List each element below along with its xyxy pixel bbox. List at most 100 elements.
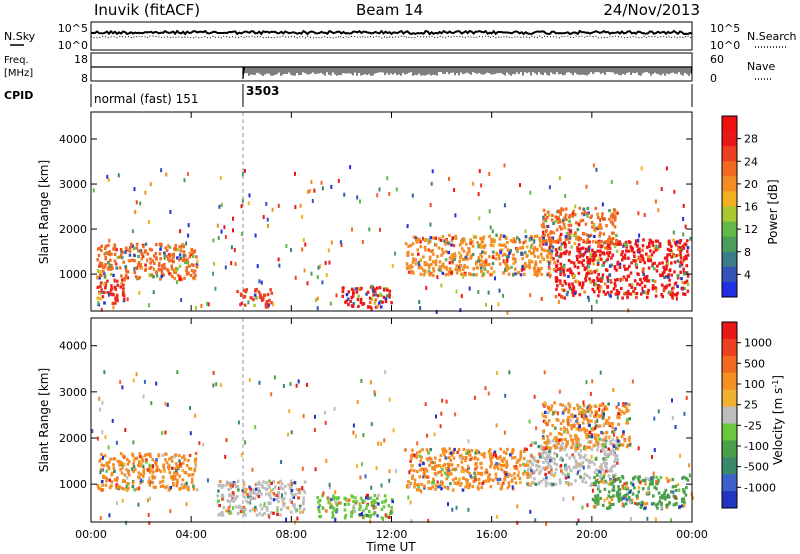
data-cell — [635, 494, 638, 498]
data-cell — [186, 485, 190, 489]
data-cell — [583, 290, 586, 294]
data-cell — [596, 276, 599, 280]
scatter-cell — [99, 516, 102, 521]
data-cell — [162, 475, 165, 479]
data-cell — [648, 238, 652, 242]
data-cell — [170, 267, 174, 271]
data-cell — [685, 271, 689, 275]
data-cell — [577, 464, 581, 468]
scatter-cell — [530, 244, 533, 249]
colorbar-tick-label: 500 — [744, 357, 765, 370]
data-cell — [582, 426, 586, 431]
data-cell — [134, 275, 138, 279]
data-cell — [173, 471, 176, 475]
data-cell — [597, 284, 600, 288]
data-cell — [529, 475, 533, 479]
data-cell — [164, 246, 168, 250]
data-cell — [583, 430, 587, 434]
data-cell — [653, 261, 656, 265]
scatter-cell — [619, 277, 622, 282]
data-cell — [145, 453, 148, 457]
data-cell — [149, 468, 152, 472]
scatter-cell — [187, 233, 190, 238]
data-cell — [467, 246, 470, 251]
data-cell — [597, 225, 600, 229]
data-cell — [104, 283, 108, 287]
data-cell — [587, 418, 590, 423]
data-cell — [424, 468, 427, 472]
x-tick-label: 04:00 — [175, 528, 207, 541]
scatter-cell — [506, 258, 509, 263]
data-cell — [134, 456, 137, 461]
data-cell — [452, 456, 456, 460]
data-cell — [427, 241, 430, 245]
data-cell — [519, 455, 522, 459]
scatter-cell — [394, 251, 397, 256]
data-cell — [390, 498, 394, 502]
data-cell — [530, 481, 534, 485]
data-cell — [158, 252, 162, 256]
data-cell — [148, 247, 152, 251]
data-cell — [604, 268, 608, 272]
data-cell — [490, 461, 493, 465]
data-cell — [620, 286, 623, 291]
data-cell — [552, 240, 556, 244]
scatter-cell — [290, 247, 292, 252]
date-title: 24/Nov/2013 — [603, 1, 700, 19]
scatter-cell — [102, 455, 104, 460]
data-cell — [509, 238, 513, 243]
data-cell — [443, 485, 447, 489]
data-cell — [189, 467, 193, 471]
data-cell — [648, 482, 652, 486]
data-cell — [120, 281, 123, 286]
data-cell — [345, 499, 348, 503]
data-cell — [480, 485, 483, 490]
data-cell — [682, 504, 686, 508]
data-cell — [578, 251, 581, 255]
data-cell — [424, 248, 427, 252]
data-cell — [425, 262, 429, 266]
data-cell — [366, 290, 370, 294]
data-cell — [548, 482, 552, 486]
data-cell — [331, 505, 335, 509]
data-cell — [452, 244, 456, 248]
scatter-cell — [576, 443, 579, 448]
scatter-cell — [148, 220, 150, 224]
data-cell — [99, 281, 103, 285]
data-cell — [668, 478, 671, 482]
data-cell — [180, 483, 183, 487]
data-cell — [341, 294, 344, 298]
data-cell — [488, 455, 492, 459]
data-cell — [493, 463, 497, 467]
data-cell — [565, 427, 569, 432]
data-cell — [423, 475, 427, 479]
data-cell — [178, 487, 182, 491]
data-cell — [577, 271, 581, 275]
data-cell — [542, 436, 545, 440]
data-cell — [591, 240, 595, 244]
data-cell — [239, 510, 243, 514]
scatter-cell — [322, 491, 324, 496]
scatter-cell — [136, 266, 139, 270]
data-cell — [447, 465, 451, 469]
data-cell — [106, 463, 109, 467]
data-cell — [120, 486, 124, 490]
cpid-segment-2: 3503 — [246, 84, 279, 98]
scatter-cell — [562, 497, 565, 502]
data-cell — [351, 495, 354, 499]
scatter-cell — [220, 229, 223, 234]
data-cell — [539, 444, 543, 448]
data-cell — [573, 231, 577, 235]
data-cell — [141, 254, 145, 259]
scatter-cell — [429, 222, 432, 227]
data-cell — [640, 280, 644, 285]
data-cell — [232, 499, 236, 503]
data-cell — [464, 468, 468, 472]
data-cell — [245, 288, 248, 292]
data-cell — [582, 207, 586, 211]
data-cell — [169, 475, 173, 479]
data-cell — [596, 287, 600, 291]
data-cell — [553, 461, 556, 465]
data-cell — [567, 228, 571, 232]
data-cell — [667, 275, 670, 279]
